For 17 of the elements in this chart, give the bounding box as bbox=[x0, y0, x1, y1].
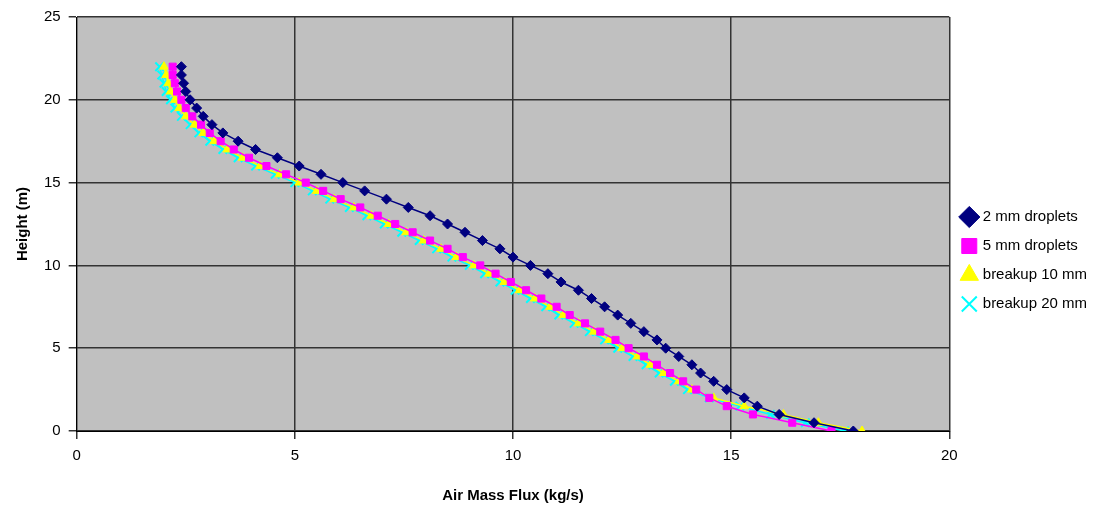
x-tick-label: 20 bbox=[940, 446, 958, 464]
y-tick-label: 0 bbox=[52, 421, 61, 439]
y-tick-label: 5 bbox=[52, 338, 61, 356]
legend-label: 5 mm droplets bbox=[982, 236, 1078, 254]
y-tick-label: 15 bbox=[44, 172, 61, 190]
y-tick-label: 20 bbox=[44, 89, 61, 107]
x-axis-title: Air Mass Flux (kg/s) bbox=[442, 486, 584, 504]
x-tick-label: 5 bbox=[290, 446, 300, 464]
legend-label: 2 mm droplets bbox=[982, 207, 1078, 225]
y-tick-label: 25 bbox=[44, 7, 61, 25]
x-tick-label: 10 bbox=[504, 446, 522, 464]
legend-label: breakup 20 mm bbox=[982, 294, 1087, 312]
x-tick-label: 15 bbox=[722, 446, 740, 464]
y-tick-label: 10 bbox=[44, 255, 61, 273]
y-axis-title: Height (m) bbox=[13, 186, 31, 262]
x-tick-label: 0 bbox=[72, 446, 81, 464]
legend-label: breakup 10 mm bbox=[982, 265, 1087, 283]
